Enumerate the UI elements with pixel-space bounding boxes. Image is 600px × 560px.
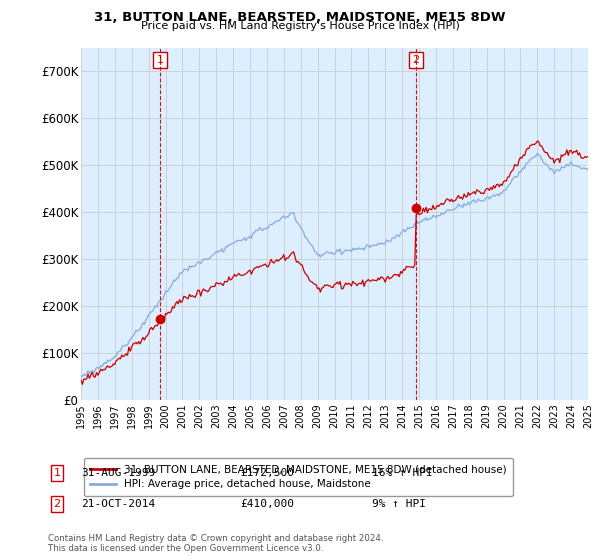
Text: Contains HM Land Registry data © Crown copyright and database right 2024.
This d: Contains HM Land Registry data © Crown c…	[48, 534, 383, 553]
Text: £410,000: £410,000	[240, 499, 294, 509]
Text: 21-OCT-2014: 21-OCT-2014	[81, 499, 155, 509]
Text: 1: 1	[53, 468, 61, 478]
Text: 2: 2	[53, 499, 61, 509]
Text: 2: 2	[412, 55, 419, 65]
Text: 1: 1	[157, 55, 163, 65]
Text: 31, BUTTON LANE, BEARSTED, MAIDSTONE, ME15 8DW: 31, BUTTON LANE, BEARSTED, MAIDSTONE, ME…	[94, 11, 506, 24]
Legend: 31, BUTTON LANE, BEARSTED, MAIDSTONE, ME15 8DW (detached house), HPI: Average pr: 31, BUTTON LANE, BEARSTED, MAIDSTONE, ME…	[83, 458, 513, 496]
Text: £172,500: £172,500	[240, 468, 294, 478]
Text: Price paid vs. HM Land Registry's House Price Index (HPI): Price paid vs. HM Land Registry's House …	[140, 21, 460, 31]
Text: 9% ↑ HPI: 9% ↑ HPI	[372, 499, 426, 509]
Text: 31-AUG-1999: 31-AUG-1999	[81, 468, 155, 478]
Text: 16% ↑ HPI: 16% ↑ HPI	[372, 468, 433, 478]
